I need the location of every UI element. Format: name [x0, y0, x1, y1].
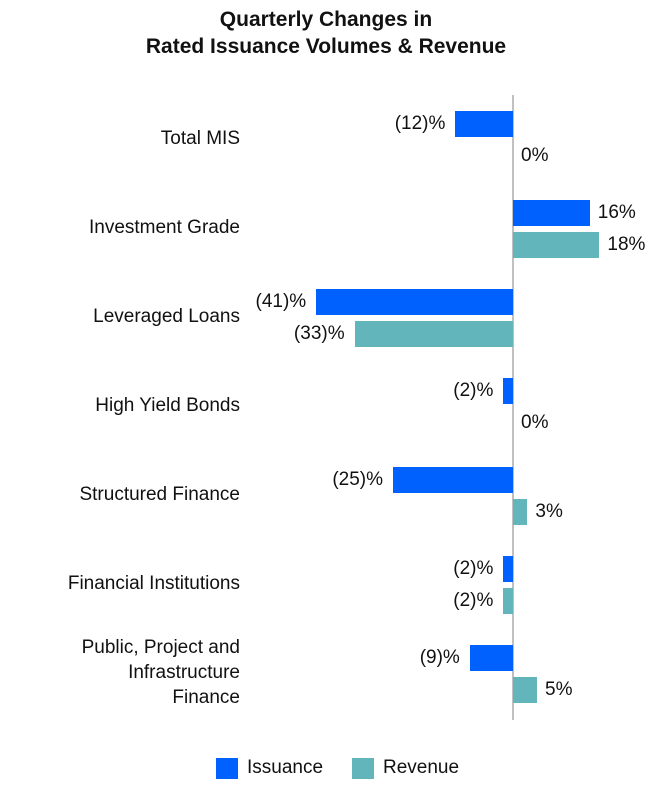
- category-label-line: Financial Institutions: [67, 572, 240, 594]
- issuance-bar: [503, 378, 513, 404]
- bar-chart: Total MIS (12)% 0% Investment Grade 16% 18% Le…: [0, 95, 646, 720]
- category-label: Leveraged Loans: [0, 304, 240, 329]
- category-label-line: Leveraged Loans: [93, 305, 240, 327]
- revenue-value-label: (2)%: [453, 590, 494, 611]
- category-label: High Yield Bonds: [0, 393, 240, 418]
- revenue-value-label: (33)%: [293, 323, 345, 344]
- category-label-line: Investment Grade: [88, 216, 240, 238]
- category-label: Structured Finance: [0, 482, 240, 507]
- legend-item-revenue: Revenue: [352, 757, 459, 779]
- category-label: Financial Institutions: [0, 571, 240, 596]
- issuance-value-label: (41)%: [255, 291, 307, 312]
- issuance-bar: [316, 289, 513, 315]
- revenue-value-label: 18%: [607, 234, 646, 255]
- category-label-line: Finance: [172, 686, 240, 708]
- category-label-line: Total MIS: [160, 127, 240, 149]
- category-label-line: Structured Finance: [79, 483, 240, 505]
- chart-title-line2: Rated Issuance Volumes & Revenue: [145, 35, 507, 58]
- category-label-line: Infrastructure: [128, 661, 240, 683]
- revenue-bar: [503, 588, 513, 614]
- category-label-line: Public, Project and: [81, 636, 240, 658]
- issuance-value-label: (12)%: [394, 113, 446, 134]
- category-label-line: High Yield Bonds: [95, 394, 240, 416]
- revenue-bar: [513, 499, 528, 525]
- issuance-bar: [503, 556, 513, 582]
- chart-title-line1: Quarterly Changes in: [219, 8, 433, 31]
- revenue-bar: [513, 232, 600, 258]
- issuance-bar: [455, 111, 513, 137]
- issuance-bar: [469, 645, 513, 671]
- issuance-value-label: (9)%: [419, 647, 460, 668]
- legend-label-revenue: Revenue: [383, 757, 460, 778]
- legend-label-issuance: Issuance: [247, 757, 324, 778]
- issuance-value-label: 16%: [597, 202, 636, 223]
- issuance-value-label: (25)%: [332, 469, 383, 490]
- legend: Issuance Revenue: [0, 757, 652, 781]
- issuance-value-label: (2)%: [453, 380, 494, 401]
- chart-title: Quarterly Changes in Rated Issuance Volu…: [0, 6, 652, 60]
- revenue-value-label: 3%: [535, 501, 563, 522]
- revenue-swatch-icon: [352, 757, 374, 779]
- issuance-bar: [393, 467, 513, 493]
- revenue-value-label: 0%: [521, 145, 549, 166]
- legend-item-issuance: Issuance: [216, 757, 323, 779]
- revenue-value-label: 5%: [545, 679, 573, 700]
- issuance-value-label: (2)%: [453, 558, 494, 579]
- category-label: Public, Project and Infrastructure Finance: [0, 635, 240, 710]
- revenue-bar: [513, 677, 537, 703]
- issuance-swatch-icon: [216, 757, 238, 779]
- revenue-bar: [354, 321, 513, 347]
- issuance-bar: [513, 200, 590, 226]
- category-label: Investment Grade: [0, 215, 240, 240]
- revenue-value-label: 0%: [521, 412, 549, 433]
- category-label: Total MIS: [0, 126, 240, 151]
- zero-axis-line: [512, 95, 514, 720]
